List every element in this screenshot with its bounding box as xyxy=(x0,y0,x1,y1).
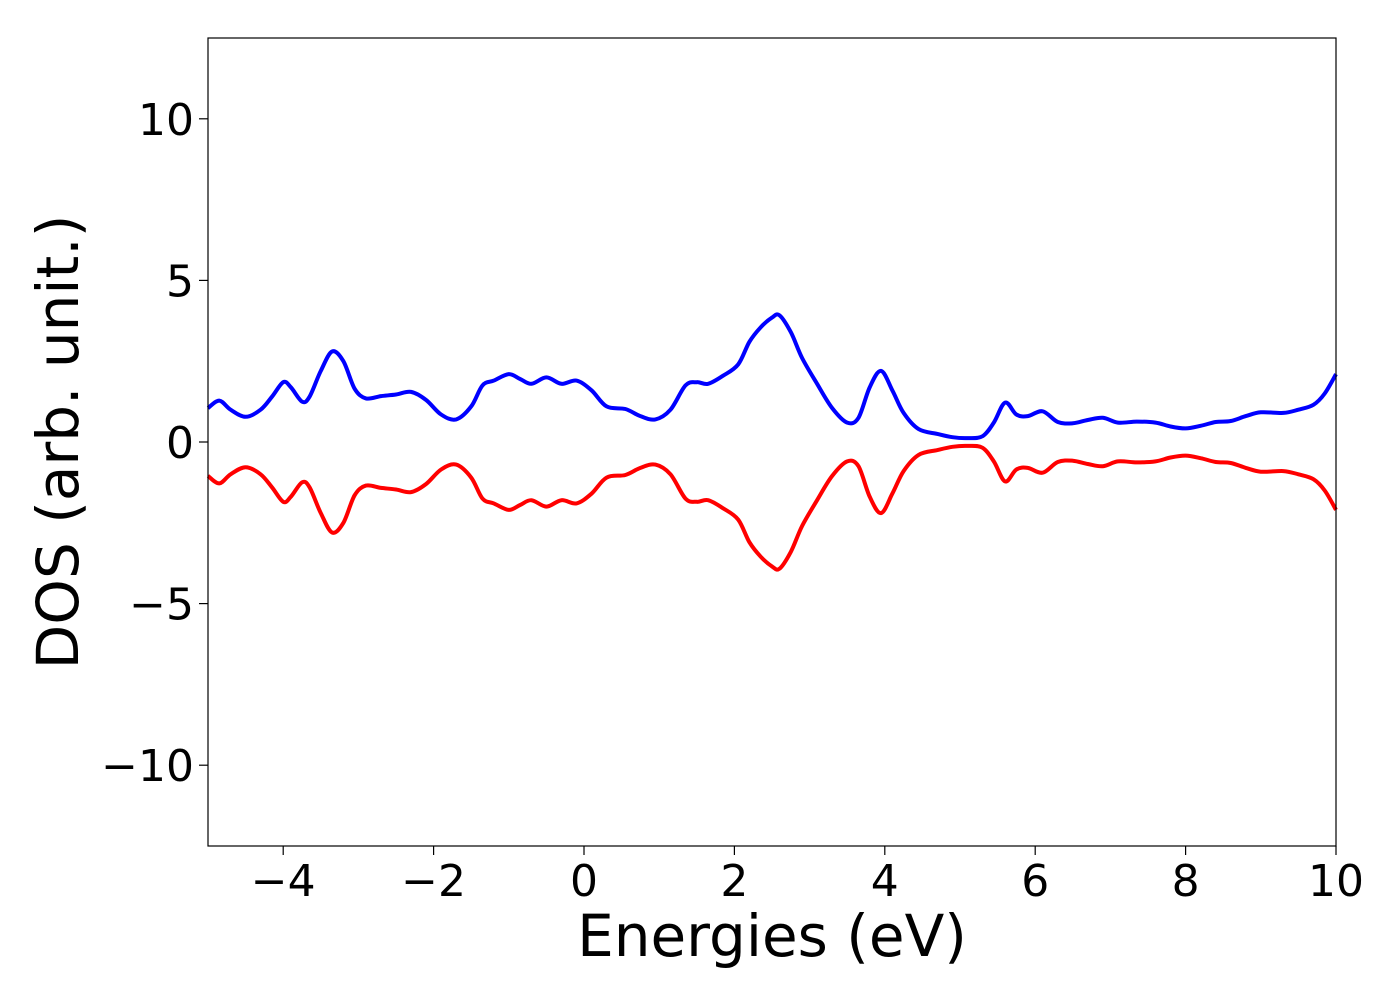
x-tick-label: 4 xyxy=(871,856,899,907)
x-tick-label: 2 xyxy=(720,856,748,907)
y-tick-label: 5 xyxy=(166,256,194,307)
series-line-2 xyxy=(206,443,1338,572)
x-tick-label: 10 xyxy=(1308,856,1364,907)
y-tick-label: −10 xyxy=(101,741,194,792)
x-tick-label: −4 xyxy=(251,856,316,907)
y-axis-label: DOS (arb. unit.) xyxy=(24,215,92,670)
y-tick-label: −5 xyxy=(129,580,194,631)
x-axis: −4 −2 0 2 4 6 8 10 xyxy=(251,846,1364,907)
x-axis-label: Energies (eV) xyxy=(577,902,967,970)
y-axis: 10 5 0 −5 −10 xyxy=(101,95,208,792)
x-tick-label: 6 xyxy=(1021,856,1049,907)
y-tick-label: 10 xyxy=(138,95,194,146)
series-layer xyxy=(206,312,1338,572)
x-tick-label: 0 xyxy=(570,856,598,907)
series-line-1 xyxy=(206,312,1338,441)
x-tick-label: −2 xyxy=(401,856,466,907)
x-tick-label: 8 xyxy=(1172,856,1200,907)
y-tick-label: 0 xyxy=(166,418,194,469)
